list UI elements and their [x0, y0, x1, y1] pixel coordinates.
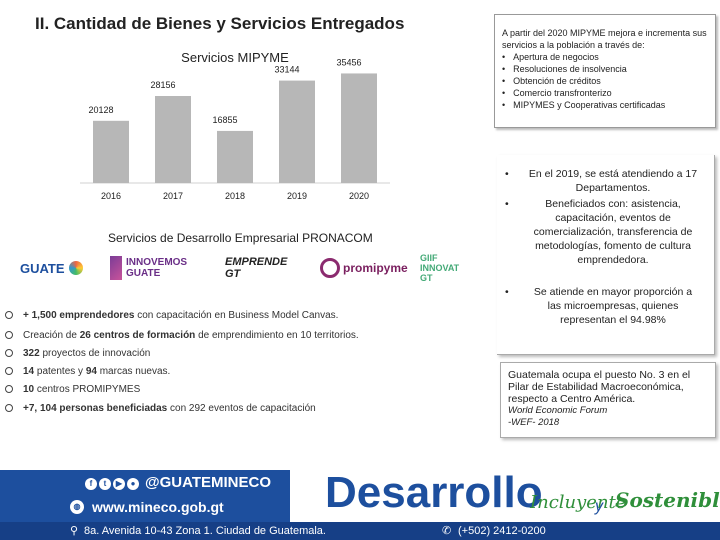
source-line-1: World Economic Forum — [508, 405, 608, 416]
coverage-box: • En el 2019, se está atendiendo a 17 Dep… — [497, 155, 715, 355]
innovemos-logo: INNOVEMOS GUATE — [110, 250, 210, 286]
tick-label-2020: 2020 — [349, 191, 369, 201]
data-label-2017: 28156 — [150, 80, 175, 90]
flickr-icon[interactable]: ● — [127, 478, 139, 490]
website-link[interactable]: www.mineco.gob.gt — [92, 499, 224, 515]
list-item: Apertura de negocios — [502, 51, 709, 63]
mipyme-services-box: A partir del 2020 MIPYME mejora e increm… — [494, 14, 716, 128]
circle-bullet-icon — [5, 385, 13, 394]
list-item: MIPYMES y Cooperativas certificadas — [502, 99, 709, 111]
circle-bullet-icon — [5, 367, 13, 376]
list-item: +7, 104 personas beneficiadas con 292 ev… — [5, 403, 316, 414]
source-line-2: -WEF- 2018 — [508, 417, 560, 428]
emprende-logo: EMPRENDE GT — [225, 256, 288, 280]
guate-logo: GUATE — [20, 250, 90, 286]
list-item: 10 centros PROMIPYMES — [5, 384, 140, 395]
page-title: II. Cantidad de Bienes y Servicios Entre… — [35, 14, 405, 33]
list-item: Resoluciones de insolvencia — [502, 63, 709, 75]
ring-icon — [320, 258, 340, 278]
circle-bullet-icon — [5, 349, 13, 358]
data-label-2020: 35456 — [336, 57, 361, 67]
circle-bullet-icon — [5, 311, 13, 320]
box1-intro: A partir del 2020 MIPYME mejora e increm… — [502, 28, 707, 50]
circle-bullet-icon — [5, 404, 13, 413]
tick-label-2019: 2019 — [287, 191, 307, 201]
data-label-2016: 20128 — [88, 105, 113, 115]
facebook-icon[interactable]: f — [85, 478, 97, 490]
brand-tag-1: Incluyente — [530, 492, 627, 513]
list-item: 14 patentes y 94 marcas nuevas. — [5, 366, 170, 377]
tick-label-2016: 2016 — [101, 191, 121, 201]
list-item: + 1,500 emprendedores con capacitación e… — [5, 310, 338, 321]
list-item: Creación de 26 centros de formación de e… — [5, 330, 359, 341]
list-item: Obtención de créditos — [502, 75, 709, 87]
bar-chart: Servicios MIPYME 20128 2016 28156 2017 16855 2… — [80, 50, 390, 201]
location-pin-icon: ⚲ — [70, 525, 79, 537]
tick-label-2017: 2017 — [163, 191, 183, 201]
brand-tag-2: y — [595, 498, 603, 515]
tick-label-2018: 2018 — [225, 191, 245, 201]
data-label-2018: 16855 — [212, 115, 237, 125]
bullet-icon: • — [505, 168, 509, 180]
list-item: 322 proyectos de innovación — [5, 348, 150, 359]
bar-2017 — [155, 95, 191, 183]
pronacom-title: Servicios de Desarrollo Empresarial PRON… — [108, 231, 373, 245]
circle-bullet-icon — [5, 331, 13, 340]
bullet-icon: • — [505, 198, 509, 210]
bullet-icon: • — [505, 286, 509, 298]
list-item: Comercio transfronterizo — [502, 87, 709, 99]
bar-2018 — [217, 130, 253, 183]
diamond-icon — [110, 256, 122, 280]
wef-ranking-box: Guatemala ocupa el puesto No. 3 en el Pi… — [500, 362, 716, 438]
ranking-text: Guatemala ocupa el puesto No. 3 en el Pi… — [508, 369, 691, 405]
footer-address-strip: ⚲ 8a. Avenida 10-43 Zona 1. Ciudad de Gu… — [0, 522, 720, 540]
address: 8a. Avenida 10-43 Zona 1. Ciudad de Guat… — [84, 525, 326, 537]
phone-icon: ✆ — [442, 525, 452, 537]
chart-title: Servicios MIPYME — [181, 50, 289, 65]
promipyme-logo: promipyme — [320, 250, 410, 286]
youtube-icon[interactable]: ▶ — [113, 478, 125, 490]
brand-wordmark: Desarrollo — [325, 468, 543, 517]
colorful-circle-icon — [68, 261, 83, 275]
giif-logo: GIIF INNOVAT GT — [420, 253, 460, 283]
social-handle[interactable]: @GUATEMINECO — [145, 474, 272, 491]
bar-2019 — [279, 80, 315, 183]
partner-logos: GUATE INNOVEMOS GUATE EMPRENDE GT promip… — [15, 250, 480, 292]
globe-icon: ◍ — [70, 500, 84, 514]
data-label-2019: 33144 — [274, 65, 299, 75]
phone-number: (+502) 2412-0200 — [458, 525, 546, 537]
twitter-icon[interactable]: t — [99, 478, 111, 490]
bar-2016 — [93, 120, 129, 183]
brand-tag-3: Sostenible — [615, 488, 720, 512]
bar-2020 — [341, 73, 377, 183]
